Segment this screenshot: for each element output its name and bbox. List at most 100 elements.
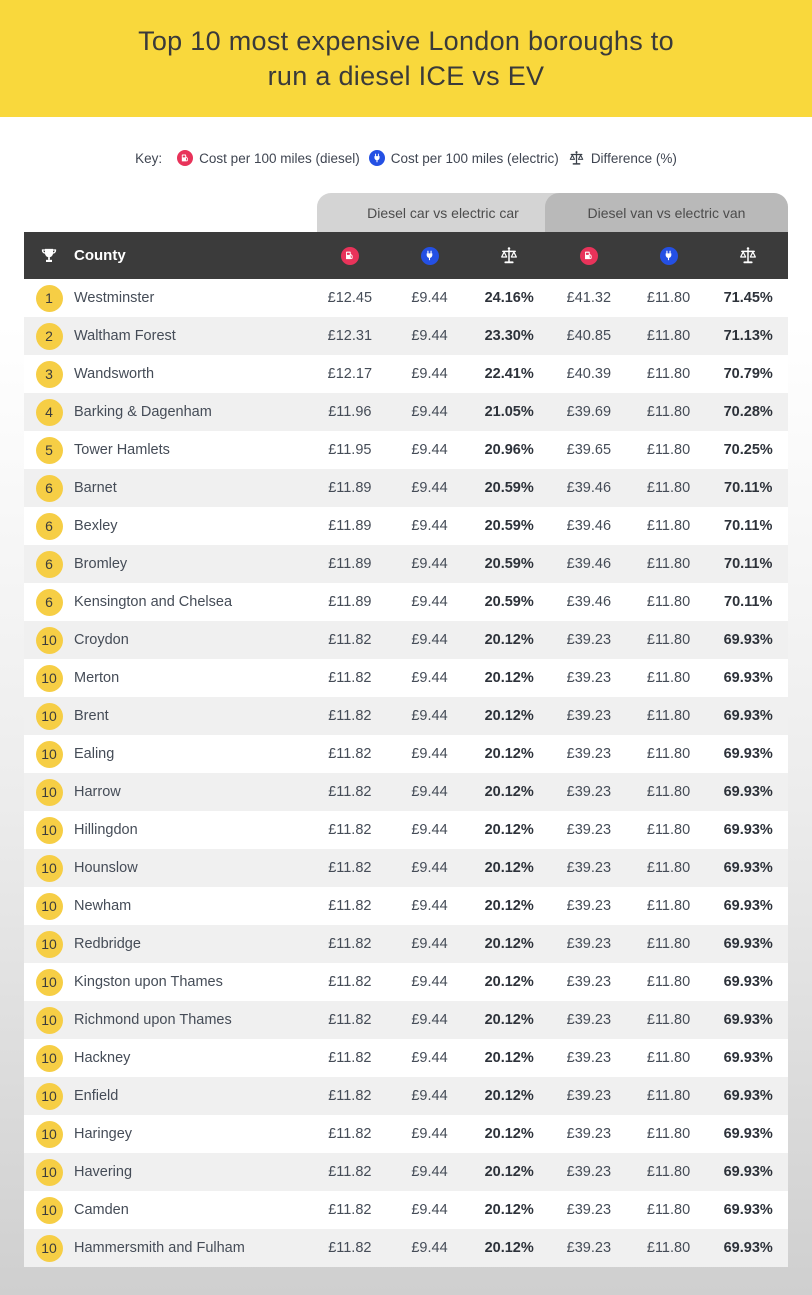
table-row: 10 Merton £11.82 £9.44 20.12% £39.23 £11… [24, 659, 788, 697]
electric-car-cost: £9.44 [411, 480, 448, 496]
van-difference: 69.93% [723, 746, 773, 762]
electric-car-cost: £9.44 [411, 518, 448, 534]
electric-van-cost: £11.80 [646, 708, 691, 724]
rank-badge: 10 [35, 664, 63, 692]
rank-badge: 10 [35, 1158, 63, 1186]
electric-car-cost: £9.44 [411, 366, 448, 382]
county-name: Bexley [74, 518, 118, 534]
diesel-car-cost: £11.82 [328, 746, 372, 762]
car-difference: 20.12% [484, 670, 534, 686]
county-name: Harrow [74, 784, 121, 800]
table-body: 1 Westminster £12.45 £9.44 24.16% £41.32… [24, 279, 788, 1267]
diesel-van-cost: £41.32 [566, 290, 612, 306]
diesel-car-cost: £11.82 [328, 1126, 372, 1142]
electric-car-cost: £9.44 [411, 670, 448, 686]
van-difference: 70.11% [724, 594, 773, 610]
van-difference: 70.28% [723, 404, 773, 420]
rank-badge: 10 [35, 1006, 63, 1034]
table-row: 10 Hillingdon £11.82 £9.44 20.12% £39.23… [24, 811, 788, 849]
car-difference: 21.05% [484, 404, 534, 420]
diesel-car-cost: £11.89 [328, 556, 372, 572]
diesel-car-cost: £11.89 [328, 480, 372, 496]
table-row: 10 Richmond upon Thames £11.82 £9.44 20.… [24, 1001, 788, 1039]
diesel-car-cost: £11.82 [328, 1240, 372, 1256]
diesel-car-cost: £11.95 [328, 442, 372, 458]
electric-car-cost: £9.44 [411, 1012, 448, 1028]
diesel-van-cost: £39.23 [566, 1202, 612, 1218]
car-difference-column-header [469, 245, 549, 266]
electric-van-cost: £11.80 [646, 366, 691, 382]
table-row: 10 Kingston upon Thames £11.82 £9.44 20.… [24, 963, 788, 1001]
electric-van-cost: £11.80 [646, 1202, 691, 1218]
van-difference: 70.79% [723, 366, 773, 382]
table-row: 6 Bexley £11.89 £9.44 20.59% £39.46 £11.… [24, 507, 788, 545]
electric-car-cost: £9.44 [411, 594, 448, 610]
car-difference: 20.12% [484, 784, 534, 800]
diesel-car-cost: £11.82 [328, 1164, 372, 1180]
electric-van-cost: £11.80 [646, 328, 691, 344]
car-difference: 23.30% [484, 328, 534, 344]
county-name: Hackney [74, 1050, 131, 1066]
scales-icon [739, 245, 757, 263]
car-difference: 20.59% [484, 556, 534, 572]
van-difference: 70.25% [723, 442, 773, 458]
group-header-van: Diesel van vs electric van [545, 193, 788, 232]
rank-badge: 3 [35, 360, 63, 388]
diesel-van-cost: £39.23 [566, 822, 612, 838]
electric-car-cost: £9.44 [411, 1050, 448, 1066]
diesel-car-cost: £11.82 [328, 784, 372, 800]
rank-badge: 10 [35, 1196, 63, 1224]
diesel-van-cost: £39.23 [566, 670, 612, 686]
table-row: 10 Newham £11.82 £9.44 20.12% £39.23 £11… [24, 887, 788, 925]
van-difference: 70.11% [724, 480, 773, 496]
electric-car-cost: £9.44 [411, 746, 448, 762]
car-difference: 20.12% [484, 1012, 534, 1028]
table-row: 3 Wandsworth £12.17 £9.44 22.41% £40.39 … [24, 355, 788, 393]
diesel-van-cost: £39.23 [566, 898, 612, 914]
county-name: Richmond upon Thames [74, 1012, 232, 1028]
diesel-van-cost: £39.23 [566, 746, 612, 762]
car-difference: 20.59% [484, 518, 534, 534]
car-difference: 20.12% [484, 1126, 534, 1142]
car-difference: 20.12% [484, 974, 534, 990]
rank-badge: 10 [35, 1234, 63, 1262]
van-difference: 69.93% [723, 1126, 773, 1142]
diesel-van-cost: £39.23 [566, 1050, 612, 1066]
electric-van-cost: £11.80 [646, 442, 691, 458]
electric-van-cost: £11.80 [646, 974, 691, 990]
electric-van-cost: £11.80 [646, 860, 691, 876]
electric-car-cost: £9.44 [411, 632, 448, 648]
van-difference: 69.93% [723, 1164, 773, 1180]
van-difference: 69.93% [723, 1050, 773, 1066]
table-row: 2 Waltham Forest £12.31 £9.44 23.30% £40… [24, 317, 788, 355]
rank-badge: 10 [35, 930, 63, 958]
county-name: Redbridge [74, 936, 141, 952]
county-name: Tower Hamlets [74, 442, 170, 458]
diesel-van-cost: £39.23 [566, 860, 612, 876]
column-group-headers: Diesel car vs electric car Diesel van vs… [24, 193, 788, 232]
legend: Key: Cost per 100 miles (diesel) Cost pe… [0, 148, 812, 168]
table-row: 1 Westminster £12.45 £9.44 24.16% £41.32… [24, 279, 788, 317]
legend-item-difference: Difference (%) [568, 149, 677, 167]
rank-badge: 6 [35, 588, 63, 616]
car-difference: 20.12% [484, 860, 534, 876]
diesel-car-cost: £12.17 [327, 366, 373, 382]
electric-car-cost: £9.44 [411, 1202, 448, 1218]
title-banner: Top 10 most expensive London boroughs to… [0, 0, 812, 117]
county-name: Merton [74, 670, 120, 686]
van-difference: 71.13% [723, 328, 773, 344]
electric-car-cost: £9.44 [411, 974, 448, 990]
diesel-car-cost: £11.82 [328, 708, 372, 724]
diesel-car-cost: £11.82 [328, 1088, 372, 1104]
rank-badge: 10 [35, 1120, 63, 1148]
diesel-car-cost: £11.82 [328, 1202, 372, 1218]
electric-van-cost: £11.80 [646, 594, 691, 610]
legend-label: Key: [135, 150, 163, 166]
car-difference: 20.12% [484, 1050, 534, 1066]
car-difference: 20.12% [484, 822, 534, 838]
diesel-van-cost: £39.23 [566, 1088, 612, 1104]
van-difference: 69.93% [723, 632, 773, 648]
group-header-car: Diesel car vs electric car [317, 193, 569, 232]
diesel-van-cost: £39.69 [566, 404, 612, 420]
electric-car-cost: £9.44 [411, 1088, 448, 1104]
